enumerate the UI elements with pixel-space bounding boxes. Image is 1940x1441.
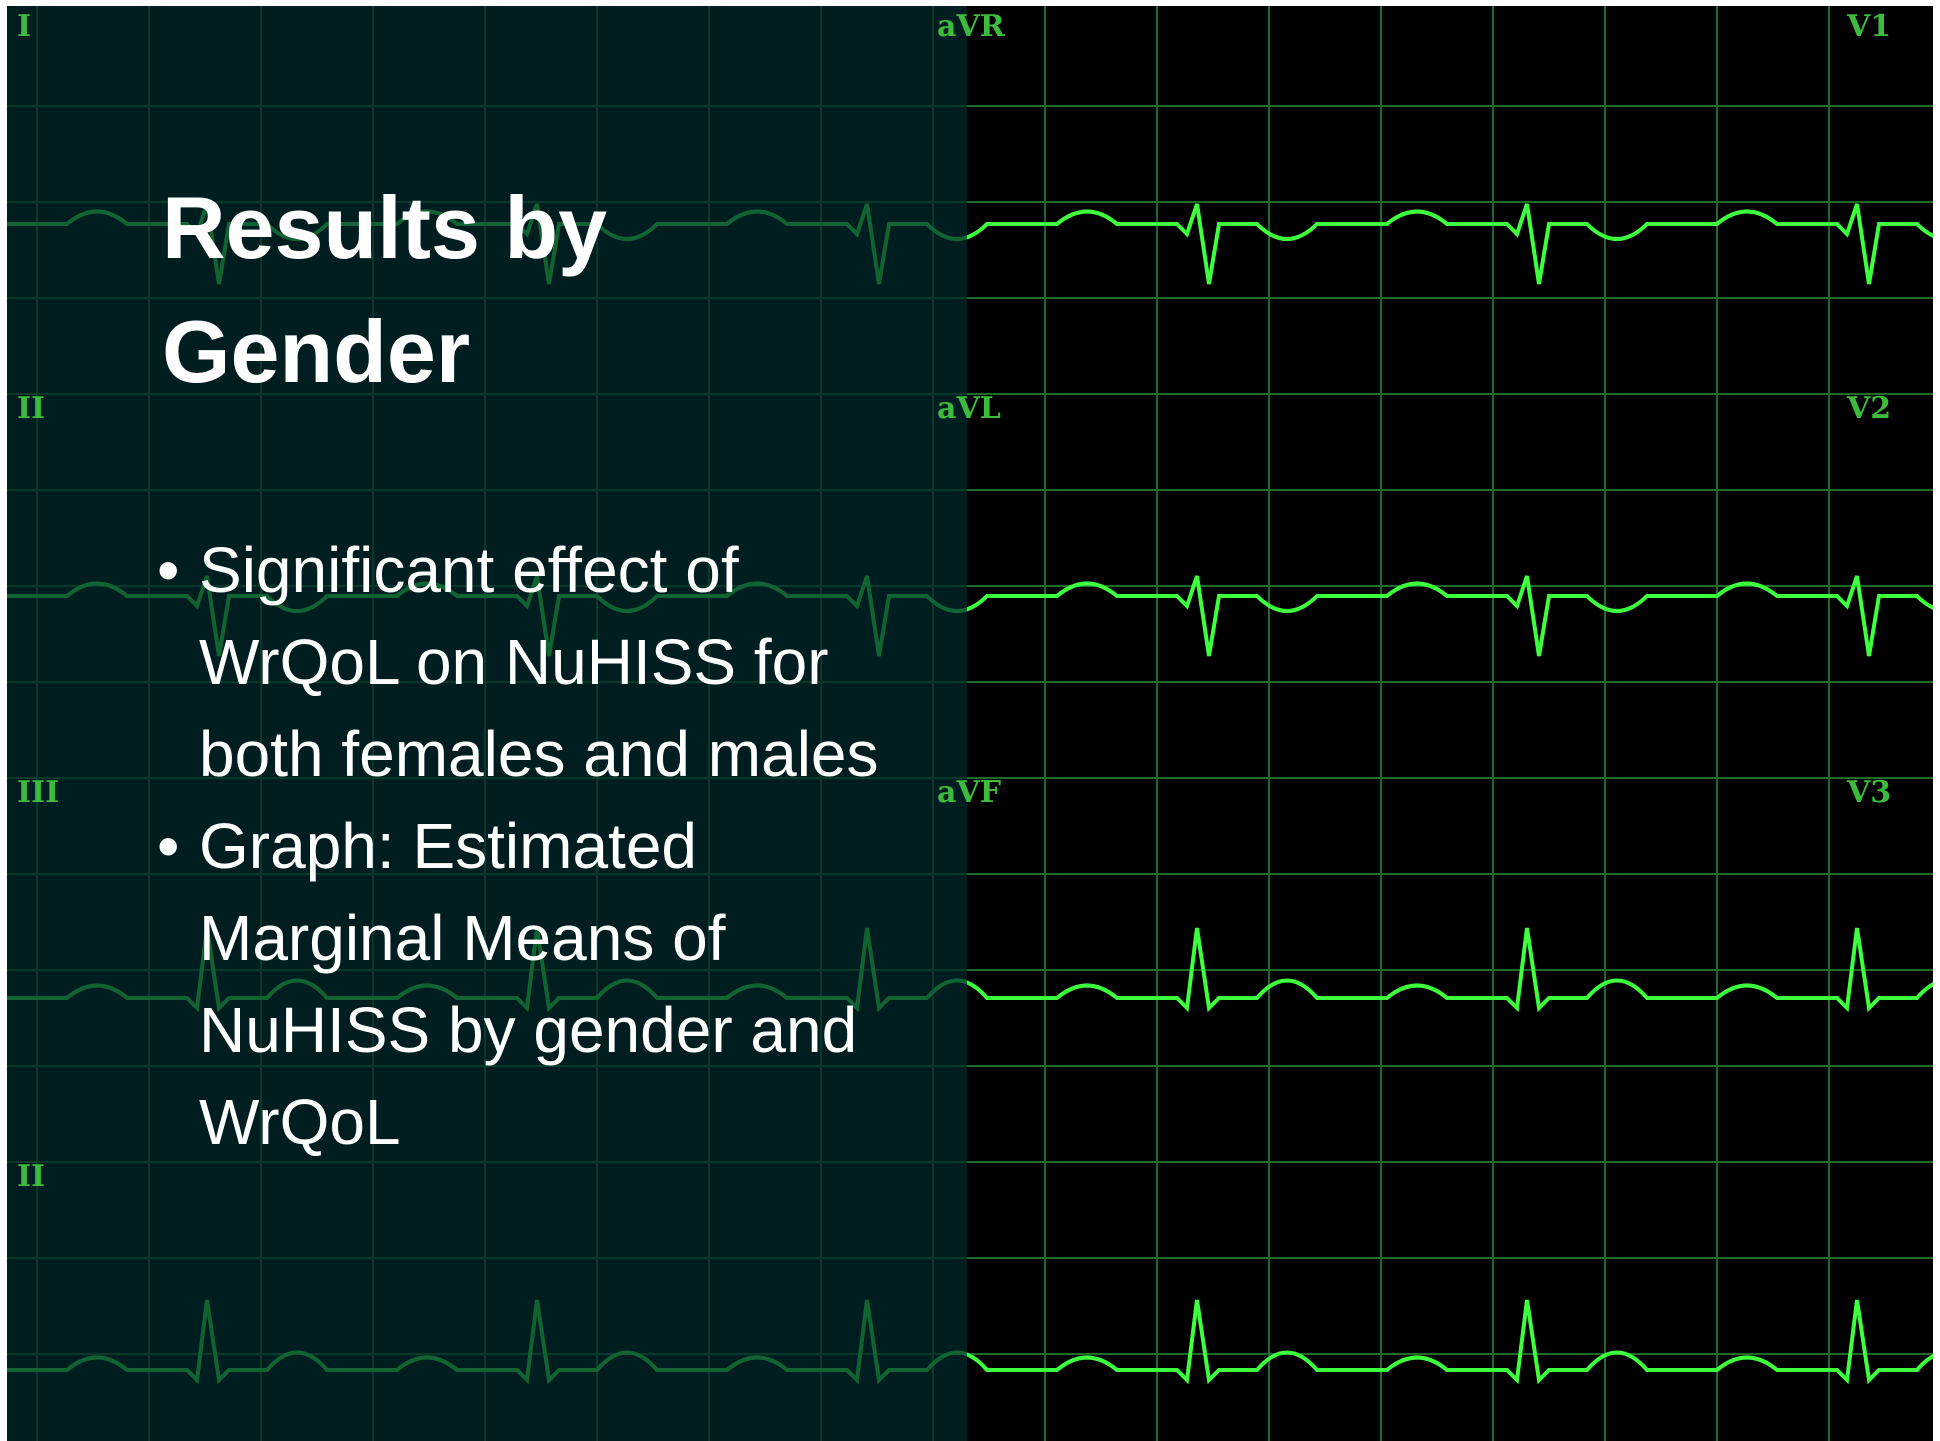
bullet-list: Significant effect of WrQoL on NuHISS fo… [157, 524, 927, 1168]
bullet-item: Graph: Estimated Marginal Means of NuHIS… [157, 800, 927, 1168]
lead-label: V1 [1846, 9, 1891, 44]
lead-label: aVF [937, 775, 1001, 810]
lead-label: aVR [937, 9, 1006, 44]
bullet-item: Significant effect of WrQoL on NuHISS fo… [157, 524, 927, 800]
lead-label: III [17, 775, 59, 810]
lead-label: aVL [937, 391, 1001, 426]
lead-label: V3 [1846, 775, 1891, 810]
lead-label: II [17, 1159, 45, 1194]
lead-label: V2 [1846, 391, 1891, 426]
lead-label: I [17, 9, 31, 44]
page: IaVR V1 II aVL V2 III aVF V3 II Results by Gende… [0, 0, 1940, 1441]
lead-label: II [17, 391, 45, 426]
slide-title: Results by Gender [162, 166, 862, 414]
